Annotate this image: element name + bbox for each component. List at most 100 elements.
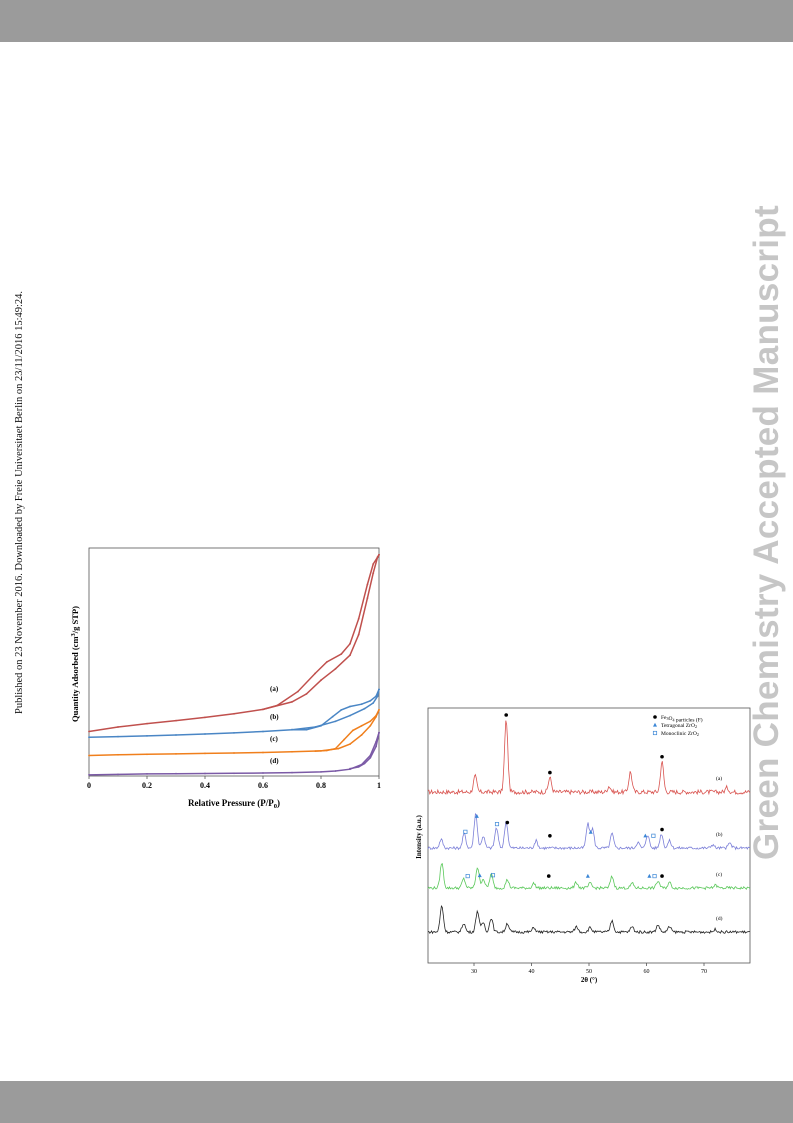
isotherm-point [360,734,363,736]
legend-label: Monoclinic ZrO2 [661,731,699,737]
isotherm-point [204,733,206,735]
isotherm-point [369,720,372,723]
isotherm-point [233,712,235,715]
isotherm-point [175,719,177,722]
isotherm-point [233,732,235,734]
isotherm-chart: (a) (b) (c) (d) 0 0.2 0.4 0.6 0.8 1 Relative Pre… [70,547,381,810]
fe3o4-marker [504,713,508,717]
isotherm-point [146,753,148,756]
isotherm-point [372,572,375,574]
isotherm-point [340,653,343,655]
isotherm-point [262,730,264,733]
isotherm-point [314,750,317,752]
isotherm-point [363,762,366,765]
isotherm-point [349,642,351,645]
tetragonal-marker [585,873,590,878]
plot-frame [88,547,380,777]
isotherm-point [360,703,363,706]
isotherm-point [357,633,360,636]
isotherm-point [88,736,90,739]
isotherm-point [146,773,148,775]
xrd-frame [427,707,751,964]
isotherm-desorption-2 [292,689,380,731]
isotherm-point [378,553,380,556]
isotherm-point [334,720,337,723]
isotherm-point [175,734,177,736]
series-label: (c) [270,735,278,743]
isotherm-point [320,679,322,682]
isotherm-point [357,766,360,768]
isotherm-point [262,708,264,711]
legend-monoclinic-marker [652,730,658,736]
isotherm-point [349,705,351,708]
monoclinic-marker [490,873,496,878]
isotherm-point [117,726,119,728]
isotherm-point [334,770,337,772]
tetragonal-marker [643,833,648,838]
xrd-pattern-2 [427,812,751,851]
isotherm-point [369,724,372,727]
y-axis-label: Quantity Adsorbed (cm3/g STP) [70,606,80,722]
x-tick-label: 0 [87,781,91,790]
legend-fe3o4-marker [653,715,657,719]
isotherm-point [340,709,343,711]
isotherm-point [204,716,206,719]
xrd-pattern-1 [427,720,751,796]
isotherm-point [320,724,322,727]
series-label: (a) [270,685,279,693]
isotherm-point [372,563,375,565]
bottom-band [0,1081,793,1123]
fe3o4-marker [660,874,664,878]
isotherm-point [291,701,293,703]
isotherm-point [262,751,264,754]
monoclinic-marker [465,874,470,879]
isotherm-point [276,704,279,707]
isotherm-point [378,731,380,734]
isotherm-point [320,771,322,773]
isotherm-point [146,735,148,737]
isotherm-point [349,714,351,717]
tetragonal-marker [477,873,482,878]
isotherm-point [291,750,293,753]
isotherm-point [357,617,360,620]
isotherm-point [375,695,377,698]
xrd-series-label: (a) [716,775,722,782]
isotherm-point [117,773,119,776]
isotherm-point [314,672,317,675]
xrd-series-label: (d) [716,915,723,922]
isotherm-point [360,724,363,727]
isotherm-adsorption-1 [88,554,380,733]
isotherm-point [349,767,351,770]
fe3o4-marker [548,834,552,838]
isotherm-point [117,735,119,738]
monoclinic-marker [463,829,468,834]
isotherm-point [378,709,380,711]
legend-label: Tetragonal ZrO2 [661,723,697,729]
isotherm-point [262,772,264,774]
legend-label: Fe3O4 particles (F) [661,715,703,723]
isotherm-point [337,747,340,750]
xrd-y-axis-label: Intensity (a.u.) [415,814,423,858]
xrd-chart: (a) (b) (c) (d) 30 40 50 60 70 Fe3O4 particles … [415,707,751,984]
isotherm-point [305,728,308,731]
isotherm-point [88,774,90,776]
isotherm-point [117,753,119,756]
x-tick-label: 0.2 [142,781,152,790]
x-axis-label: Relative Pressure (P/P0) [188,798,280,810]
isotherm-point [175,772,177,775]
isotherm-point [349,743,351,745]
x-tick-label: 0.6 [258,781,268,790]
xrd-series-label: (b) [716,831,723,838]
isotherm-point [376,556,379,558]
isotherm-point [334,667,337,670]
isotherm-point [291,771,293,774]
isotherm-point [376,695,379,698]
isotherm-point [296,690,299,693]
monoclinic-marker [494,822,500,827]
xrd-x-tick-label: 70 [701,969,707,975]
xrd-x-tick-label: 60 [644,969,650,975]
fe3o4-marker [505,820,510,825]
isotherm-point [363,707,366,710]
x-tick-label: 1 [377,781,381,790]
xrd-x-tick-label: 50 [586,969,592,975]
